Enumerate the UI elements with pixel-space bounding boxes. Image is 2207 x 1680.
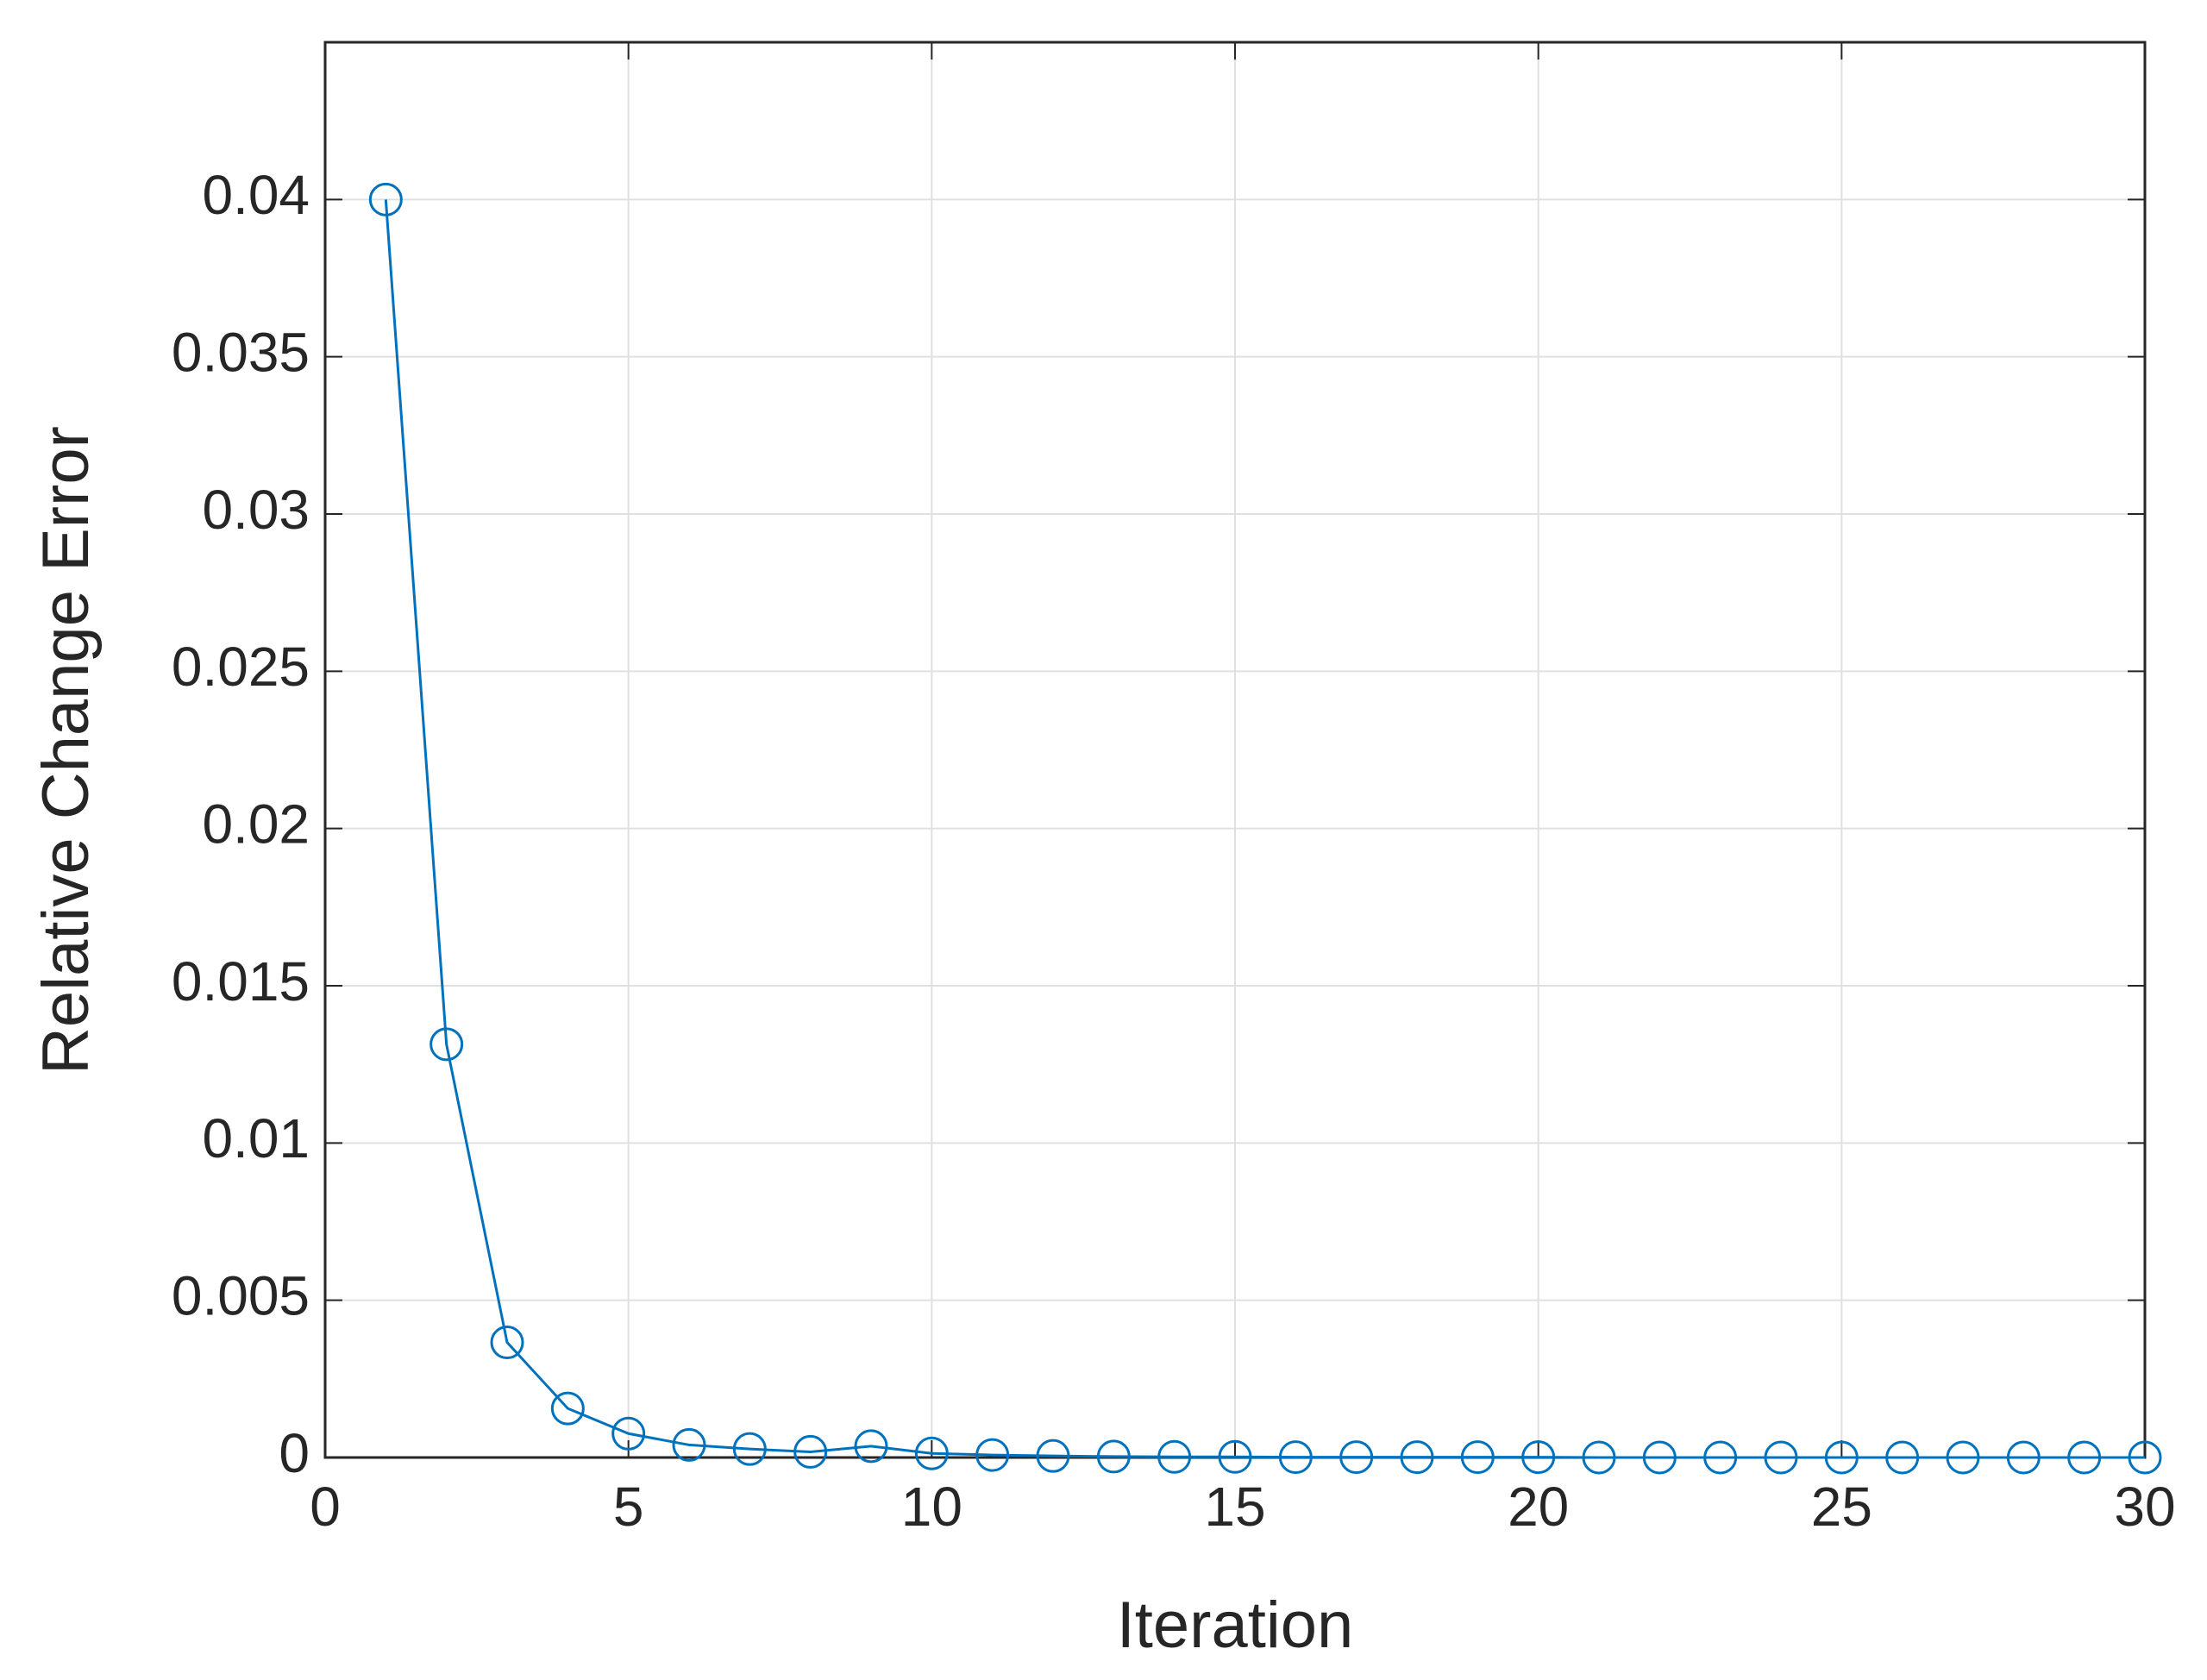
- y-axis-title: Relative Change Error: [29, 426, 103, 1075]
- data-line: [384, 199, 2145, 1459]
- x-tick-label: 10: [901, 1476, 962, 1538]
- data-point: [2128, 1440, 2162, 1475]
- x-tick-label: 0: [310, 1476, 341, 1538]
- data-point: [1400, 1440, 1434, 1475]
- data-point: [1157, 1439, 1192, 1474]
- data-point: [2006, 1440, 2041, 1475]
- y-tick-label: 0.02: [202, 793, 310, 856]
- x-tick-label: 25: [1811, 1476, 1872, 1538]
- data-point: [854, 1429, 888, 1464]
- data-point: [1339, 1440, 1374, 1475]
- data-point: [1642, 1440, 1677, 1475]
- data-point: [368, 182, 403, 216]
- data-point: [1460, 1440, 1495, 1475]
- data-point: [1278, 1440, 1313, 1475]
- data-point: [1824, 1440, 1859, 1475]
- x-tick-label: 20: [1508, 1476, 1569, 1538]
- data-point: [1582, 1440, 1616, 1475]
- y-tick-label: 0.03: [202, 479, 310, 541]
- data-point: [1885, 1440, 1920, 1475]
- data-point: [975, 1438, 1010, 1472]
- data-point: [1036, 1439, 1070, 1473]
- x-tick-label: 30: [2114, 1476, 2175, 1538]
- data-point: [914, 1436, 949, 1470]
- data-point: [1764, 1440, 1798, 1475]
- y-tick-label: 0.035: [172, 322, 310, 384]
- data-point: [611, 1416, 646, 1451]
- data-point: [732, 1432, 767, 1466]
- data-point: [2067, 1440, 2102, 1475]
- data-point: [429, 1027, 464, 1062]
- data-point: [672, 1427, 706, 1462]
- x-tick-label: 15: [1204, 1476, 1265, 1538]
- y-tick-label: 0.04: [202, 164, 310, 226]
- data-point: [1096, 1439, 1131, 1474]
- y-tick-label: 0.025: [172, 636, 310, 698]
- data-point: [793, 1434, 828, 1469]
- y-tick-label: 0: [279, 1422, 310, 1484]
- y-tick-label: 0.015: [172, 950, 310, 1012]
- data-point: [1946, 1440, 1980, 1475]
- y-tick-label: 0.005: [172, 1265, 310, 1327]
- data-point: [490, 1326, 524, 1360]
- data-point: [1703, 1440, 1738, 1475]
- data-point: [550, 1391, 585, 1426]
- data-point: [1218, 1439, 1252, 1474]
- x-tick-label: 5: [613, 1476, 644, 1538]
- data-point: [1521, 1440, 1556, 1475]
- x-axis-title: Iteration: [1117, 1589, 1354, 1662]
- y-tick-label: 0.01: [202, 1107, 310, 1169]
